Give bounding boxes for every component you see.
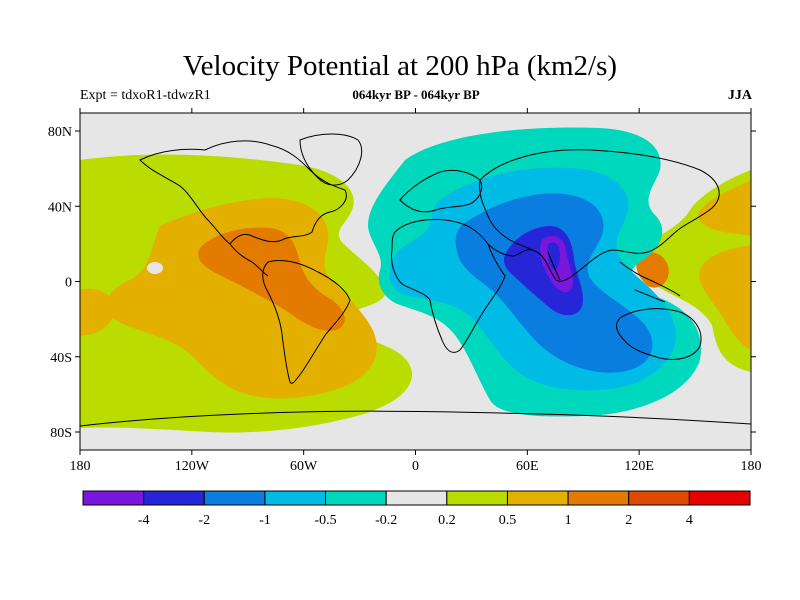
experiment-label: Expt = tdxoR1-tdwzR1 <box>80 88 211 103</box>
colorbar-label: 0.5 <box>499 513 517 528</box>
x-tick-label: 120W <box>175 459 210 474</box>
contour-positive-1-east <box>698 180 751 236</box>
x-tick-label: 0 <box>412 459 419 474</box>
chart-title: Velocity Potential at 200 hPa (km2/s) <box>182 50 618 82</box>
colorbar-label: 4 <box>686 513 693 528</box>
colorbar-swatch <box>628 490 690 506</box>
colorbar: -4 -2 -1 -0.5 -0.2 0.2 0.5 1 2 4 <box>82 490 751 528</box>
y-tick-label: 40S <box>50 351 72 366</box>
contour-hole <box>147 262 163 274</box>
colorbar-swatch <box>325 490 387 506</box>
colorbar-swatch <box>506 490 569 506</box>
colorbar-label: -1 <box>259 513 271 528</box>
colorbar-label: 0.2 <box>438 513 456 528</box>
colorbar-label: 2 <box>625 513 632 528</box>
x-tick-label: 180 <box>70 459 91 474</box>
coastlines <box>80 133 751 427</box>
contour-positive-1-east-south <box>699 245 751 350</box>
season-label: JJA <box>727 88 752 103</box>
contour-negative-4-core <box>547 242 560 270</box>
period-label: 064kyr BP - 064kyr BP <box>352 87 480 102</box>
y-tick-label: 80N <box>48 125 72 140</box>
x-tick-label: 120E <box>624 459 654 474</box>
x-tick-label: 60E <box>516 459 539 474</box>
contour-positive-2 <box>198 227 345 331</box>
colorbar-label: -0.2 <box>375 513 397 528</box>
colorbar-swatch <box>446 490 508 506</box>
colorbar-swatch <box>688 490 751 506</box>
colorbar-swatch <box>203 490 266 506</box>
y-tick-label: 80S <box>50 426 72 441</box>
colorbar-label: -2 <box>198 513 210 528</box>
x-tick-label: 180 <box>741 459 762 474</box>
colorbar-swatch <box>264 490 327 506</box>
colorbar-label: -0.5 <box>314 513 336 528</box>
colorbar-swatch <box>567 490 630 506</box>
y-tick-label: 40N <box>48 200 72 215</box>
axes: 80N 40N 0 40S 80S 180 120W 60W 0 60E 120E 180 <box>48 108 762 474</box>
colorbar-swatch <box>385 490 448 506</box>
contour-positive-2-east <box>636 252 669 288</box>
colorbar-label: -4 <box>138 513 150 528</box>
y-tick-label: 0 <box>65 276 72 291</box>
colorbar-swatch <box>143 490 205 506</box>
contour-positive-1-pacific <box>80 288 116 336</box>
x-tick-label: 60W <box>290 459 318 474</box>
colorbar-label: 1 <box>565 513 572 528</box>
colorbar-swatch <box>82 490 145 506</box>
map-area <box>80 113 751 450</box>
contour-positive-1 <box>105 198 377 399</box>
